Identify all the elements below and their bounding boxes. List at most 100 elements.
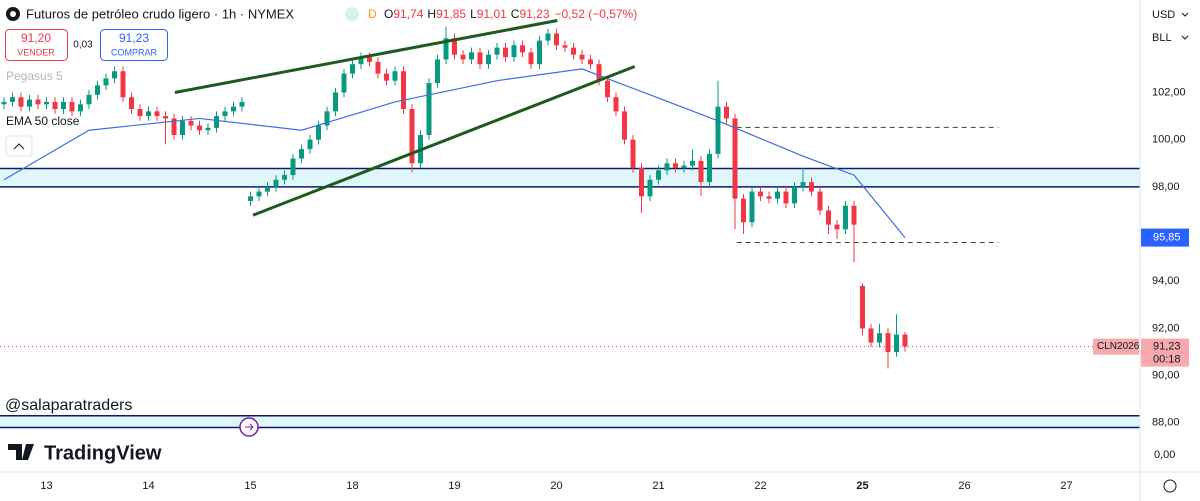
candle-body xyxy=(868,328,874,343)
candle-body xyxy=(724,106,729,119)
candle-body xyxy=(698,160,704,183)
x-tick-label: 15 xyxy=(244,480,256,492)
candle-body xyxy=(715,106,721,154)
candle-body xyxy=(766,196,772,199)
candle-body xyxy=(27,99,32,107)
ema-line xyxy=(3,68,906,238)
value: 91,74 xyxy=(393,7,423,21)
ema-tag-label: 95,85 xyxy=(1153,232,1181,244)
candle-body xyxy=(1,101,7,105)
watermark: @salaparatraders xyxy=(5,397,132,414)
candle-body xyxy=(69,101,75,112)
candle-body xyxy=(707,153,712,183)
change: −0,52 (−0,57%) xyxy=(555,7,638,21)
candle-body xyxy=(350,64,355,74)
candle-body xyxy=(239,101,245,107)
sell-button[interactable] xyxy=(5,29,68,61)
candle-body xyxy=(52,101,58,110)
x-tick-label: 25 xyxy=(856,480,868,492)
candle-body xyxy=(180,120,185,135)
candle-body xyxy=(562,45,568,48)
logo-mark xyxy=(8,444,34,460)
candle-body xyxy=(316,125,321,140)
candle-body xyxy=(265,186,270,192)
candle-body xyxy=(783,191,789,204)
candle-body xyxy=(758,191,763,197)
candle-body xyxy=(860,285,865,329)
label: C xyxy=(511,7,520,21)
candle-body xyxy=(154,111,160,117)
candle-body xyxy=(256,191,262,197)
candle-body xyxy=(851,205,857,225)
candle-body xyxy=(537,40,542,65)
symbol-tag xyxy=(1093,338,1139,355)
candle-body xyxy=(477,52,483,65)
chevron-icon xyxy=(13,143,25,150)
candle-body xyxy=(494,47,500,55)
sell-price: 91,20 xyxy=(21,31,51,45)
candle-body xyxy=(426,83,432,135)
zone xyxy=(0,415,1140,428)
candle-body xyxy=(137,109,143,117)
replay-arrow xyxy=(245,423,254,431)
candle-body xyxy=(588,59,593,65)
candle-body xyxy=(214,116,219,128)
y-tick-label: 92,00 xyxy=(1152,322,1180,334)
value: 91,01 xyxy=(477,7,507,21)
candle-body xyxy=(460,54,466,60)
x-tick-label: 20 xyxy=(550,480,562,492)
candle-body xyxy=(613,97,619,112)
candle-body xyxy=(809,182,814,192)
candle-body xyxy=(690,160,695,166)
candle-body xyxy=(35,99,41,105)
currency[interactable]: USD xyxy=(1152,9,1175,21)
candle-body xyxy=(86,94,92,105)
candle-body xyxy=(103,78,109,86)
candle-body xyxy=(834,224,840,230)
settings-icon[interactable] xyxy=(1163,479,1177,493)
x-tick-label: 22 xyxy=(754,480,766,492)
buy-button[interactable] xyxy=(100,29,168,61)
candle-body xyxy=(749,191,755,223)
candle-body xyxy=(205,127,211,131)
candle-body xyxy=(409,109,415,164)
candle-body xyxy=(231,106,236,112)
y-tick-label: 100,00 xyxy=(1152,134,1186,146)
candle-body xyxy=(486,54,491,65)
tradingview-logo: TradingView xyxy=(44,442,162,464)
candle-body xyxy=(817,191,823,211)
dropdown-icon xyxy=(1181,12,1189,40)
price-tag xyxy=(1141,338,1189,367)
candle-body xyxy=(248,196,253,202)
interval-badge: D xyxy=(368,7,377,21)
candle-body xyxy=(520,45,525,53)
y-tick-label: 90,00 xyxy=(1152,370,1180,382)
candle-body xyxy=(647,179,653,197)
candle-body xyxy=(622,111,627,140)
x-tick-label: 19 xyxy=(448,480,460,492)
candle-body xyxy=(290,158,296,176)
x-tick-label: 26 xyxy=(958,480,970,492)
candle-body xyxy=(307,139,313,150)
volume-tick: 0,00 xyxy=(1154,449,1175,461)
candle-body xyxy=(545,33,551,41)
candle-body xyxy=(171,118,177,135)
candle-body xyxy=(188,120,194,126)
candle-body xyxy=(163,116,168,119)
collapse-button[interactable] xyxy=(5,135,33,157)
candle-body xyxy=(95,85,100,95)
candle-body xyxy=(596,64,602,81)
candle-body xyxy=(375,61,381,74)
unit[interactable]: BLL xyxy=(1152,32,1172,44)
value: 91,85 xyxy=(436,7,466,21)
candle-body xyxy=(503,47,508,58)
x-tick-label: 18 xyxy=(346,480,358,492)
candle-body xyxy=(341,73,347,93)
candle-body xyxy=(222,111,228,117)
symbol-logo xyxy=(10,11,16,17)
x-tick-label: 27 xyxy=(1060,480,1072,492)
x-tick-label: 14 xyxy=(142,480,154,492)
candle-body xyxy=(656,170,661,180)
candle-body xyxy=(78,104,83,112)
